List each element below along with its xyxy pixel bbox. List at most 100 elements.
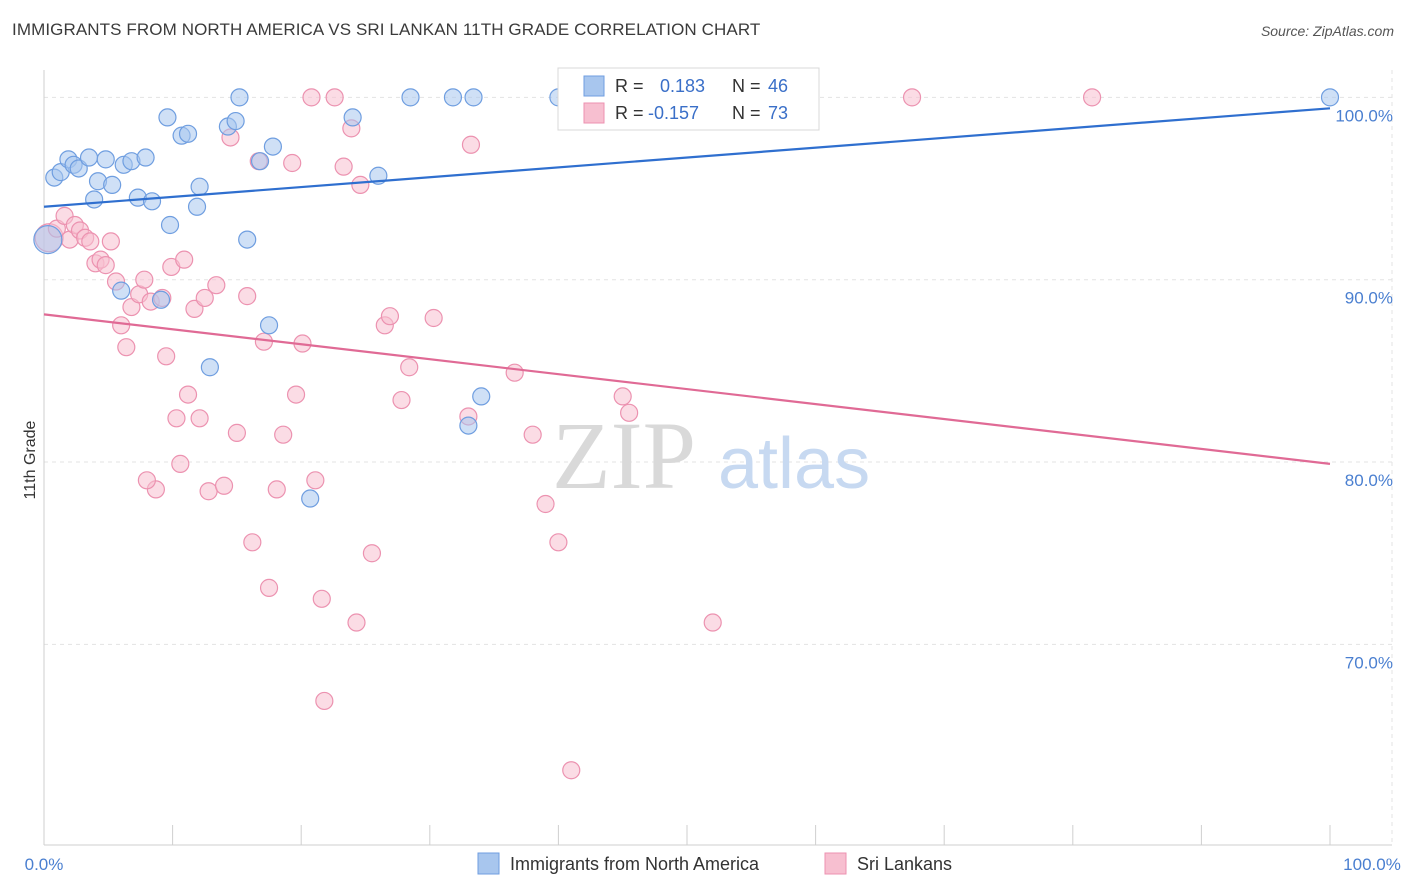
point-north-america [79,148,99,167]
point-sri-lankans [613,387,632,406]
point-sri-lankans [536,494,555,514]
stats-n-value-2: 73 [768,103,788,123]
y-tick-label: 80.0% [1345,471,1393,490]
stats-r-label-2: R = [615,103,644,123]
point-sri-lankans [461,135,481,154]
point-sri-lankans [81,232,100,251]
point-sri-lankans [562,761,581,780]
point-sri-lankans [351,175,370,194]
point-north-america [301,489,320,508]
point-sri-lankans [135,270,154,289]
point-north-america [226,111,245,131]
legend-label-sri-lankans: Sri Lankans [857,854,952,874]
watermark-atlas: atlas [718,424,870,504]
point-sri-lankans [259,578,279,597]
point-sri-lankans [238,287,257,306]
point-north-america [151,290,171,309]
point-sri-lankans [190,409,209,428]
point-sri-lankans [199,482,218,501]
y-tick-label: 100.0% [1335,106,1393,125]
point-north-america [112,281,131,300]
point-north-america [464,88,483,107]
point-sri-lankans [117,338,136,357]
point-sri-lankans [267,480,286,499]
legend-label-north-america: Immigrants from North America [510,854,760,874]
point-north-america [160,215,180,235]
point-sri-lankans [214,476,234,495]
y-tick-label: 90.0% [1345,289,1393,308]
point-sri-lankans [96,256,115,275]
point-sri-lankans [243,533,262,552]
point-sri-lankans [392,390,411,410]
legend-swatch-pink [824,852,847,875]
point-sri-lankans [505,363,524,382]
point-sri-lankans [902,88,922,107]
point-sri-lankans [306,471,325,490]
watermark: ZIP atlas [552,402,870,509]
point-north-america [190,177,209,196]
point-sri-lankans [334,157,353,176]
point-sri-lankans [302,88,321,107]
trend-layer [43,107,1331,465]
stats-swatch-pink [583,102,605,124]
chart-title: IMMIGRANTS FROM NORTH AMERICA VS SRI LAN… [12,20,761,39]
point-north-america [238,230,257,249]
y-tick-label: 70.0% [1345,653,1393,672]
point-north-america [96,150,115,169]
source-attribution: Source: ZipAtlas.com [1260,23,1394,39]
point-sri-lankans [101,232,120,251]
point-sri-lankans [312,589,331,608]
trend-line-sri-lankans [43,313,1331,465]
axes-layer: 100.0% 90.0% 80.0% 70.0% 0.0% 100.0% [25,70,1401,874]
stats-r-value-1: 0.183 [660,76,705,96]
point-sri-lankans [347,613,366,632]
point-north-america [230,88,249,107]
point-sri-lankans [549,533,568,552]
point-sri-lankans [227,423,246,442]
point-north-america [343,108,362,127]
point-sri-lankans [400,358,419,377]
point-sri-lankans [157,347,176,366]
x-tick-label: 100.0% [1343,855,1401,874]
point-sri-lankans [178,385,198,404]
point-sri-lankans [207,276,226,295]
point-north-america [401,88,420,107]
point-north-america [85,190,104,209]
y-axis-label: 11th Grade [22,420,39,499]
point-north-america [1320,88,1340,107]
stats-n-label-2: N = [732,103,761,123]
point-north-america [200,358,219,377]
stats-n-label-1: N = [732,76,761,96]
point-sri-lankans [175,250,194,269]
point-sri-lankans [283,153,302,173]
point-sri-lankans [112,316,131,335]
stats-box: R = 0.183 N = 46 R = -0.157 N = 73 [557,67,820,131]
point-north-america [472,387,491,406]
point-sri-lankans [620,403,639,422]
point-sri-lankans [195,288,214,308]
point-sri-lankans [286,385,306,404]
point-sri-lankans [703,613,722,632]
point-sri-lankans [167,409,186,428]
point-north-america [136,148,155,167]
point-sri-lankans [380,307,400,326]
point-north-america [259,316,279,335]
legend-swatch-blue [477,852,500,875]
trend-line-north-america [43,107,1331,208]
stats-swatch-blue [583,75,605,97]
point-sri-lankans [315,691,334,711]
point-sri-lankans [325,88,344,107]
point-sri-lankans [1082,88,1102,107]
point-north-america [443,88,463,107]
legend: Immigrants from North America Sri Lankan… [477,852,952,875]
point-north-america [250,152,270,171]
point-sri-lankans [274,425,293,444]
stats-r-label-1: R = [615,76,644,96]
point-sri-lankans [362,544,382,563]
stats-r-value-2: -0.157 [648,103,699,123]
point-sri-lankans [424,308,443,328]
point-sri-lankans [523,425,542,444]
point-north-america [263,137,283,156]
point-north-america [142,192,162,211]
